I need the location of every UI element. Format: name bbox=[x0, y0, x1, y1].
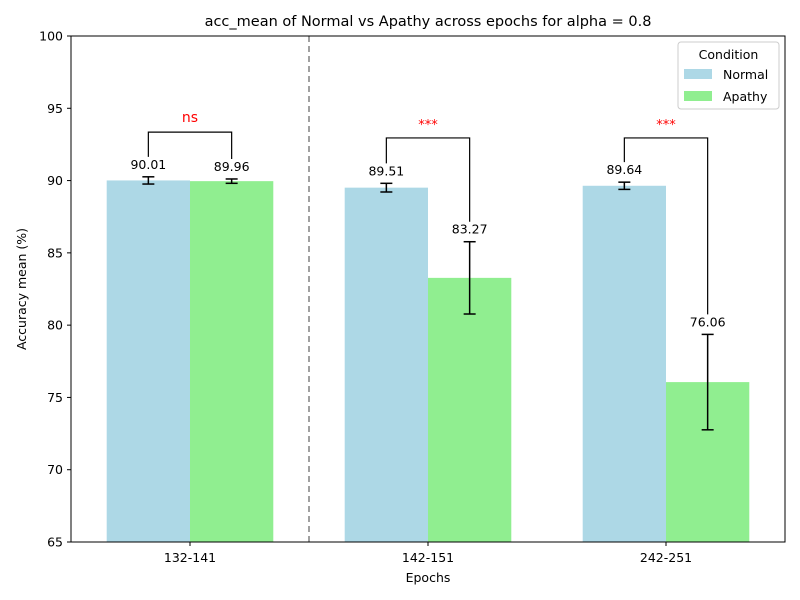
value-label-normal-1: 89.51 bbox=[368, 163, 404, 178]
legend-label-normal: Normal bbox=[723, 67, 768, 82]
significance-label: *** bbox=[418, 118, 438, 133]
x-axis-label: Epochs bbox=[406, 570, 451, 585]
legend-title: Condition bbox=[699, 47, 759, 62]
legend-swatch-apathy bbox=[684, 91, 712, 101]
legend-swatch-normal bbox=[684, 69, 712, 79]
legend: Condition Normal Apathy bbox=[677, 41, 780, 110]
error-bar-normal-1 bbox=[380, 182, 393, 193]
y-tick-label: 95 bbox=[47, 101, 63, 116]
y-axis: 65 70 75 80 85 90 95 100 bbox=[39, 29, 71, 550]
y-tick-label: 100 bbox=[39, 29, 63, 44]
bar-normal-1 bbox=[344, 187, 428, 542]
x-tick-label: 132-141 bbox=[164, 550, 216, 565]
value-label-normal-2: 89.64 bbox=[606, 162, 642, 177]
significance-label: ns bbox=[182, 110, 198, 126]
value-label-normal-0: 90.01 bbox=[130, 157, 166, 172]
bracket-line bbox=[623, 137, 709, 315]
x-axis: 132-141 142-151 242-251 bbox=[164, 542, 692, 565]
y-tick-label: 85 bbox=[47, 245, 63, 260]
bar-normal-2 bbox=[582, 185, 666, 542]
chart-title: acc_mean of Normal vs Apathy across epoc… bbox=[205, 14, 652, 30]
value-labels-layer: 90.01 89.51 89.64 89.96 83.27 76.06 bbox=[130, 157, 725, 330]
y-tick-label: 75 bbox=[47, 390, 63, 405]
significance-layer: ns *** *** bbox=[147, 110, 709, 315]
significance-label: *** bbox=[656, 118, 676, 133]
value-label-apathy-2: 76.06 bbox=[690, 314, 726, 329]
error-bar-normal-2 bbox=[618, 181, 631, 191]
error-bars-layer bbox=[142, 176, 714, 431]
bar-apathy-1 bbox=[428, 277, 512, 542]
bracket-line bbox=[147, 131, 233, 159]
bar-apathy-0 bbox=[190, 181, 274, 542]
y-tick-label: 90 bbox=[47, 173, 63, 188]
error-bar-normal-0 bbox=[142, 176, 155, 185]
x-tick-label: 242-251 bbox=[640, 550, 692, 565]
bracket-line bbox=[385, 137, 471, 222]
legend-label-apathy: Apathy bbox=[723, 89, 768, 104]
y-axis-label: Accuracy mean (%) bbox=[14, 228, 29, 350]
y-tick-label: 80 bbox=[47, 318, 63, 333]
value-label-apathy-1: 83.27 bbox=[452, 222, 488, 237]
y-tick-label: 65 bbox=[47, 535, 63, 550]
bar-normal-0 bbox=[106, 180, 190, 542]
significance-bracket-1: *** bbox=[385, 118, 471, 222]
error-bar-apathy-2 bbox=[701, 333, 714, 431]
error-bar-apathy-1 bbox=[463, 240, 476, 315]
bars-layer bbox=[106, 180, 750, 542]
value-label-apathy-0: 89.96 bbox=[214, 159, 250, 174]
error-bar-apathy-0 bbox=[225, 178, 238, 185]
significance-bracket-2: *** bbox=[623, 118, 709, 315]
y-tick-label: 70 bbox=[47, 462, 63, 477]
significance-bracket-0: ns bbox=[147, 110, 233, 159]
x-tick-label: 142-151 bbox=[402, 550, 454, 565]
